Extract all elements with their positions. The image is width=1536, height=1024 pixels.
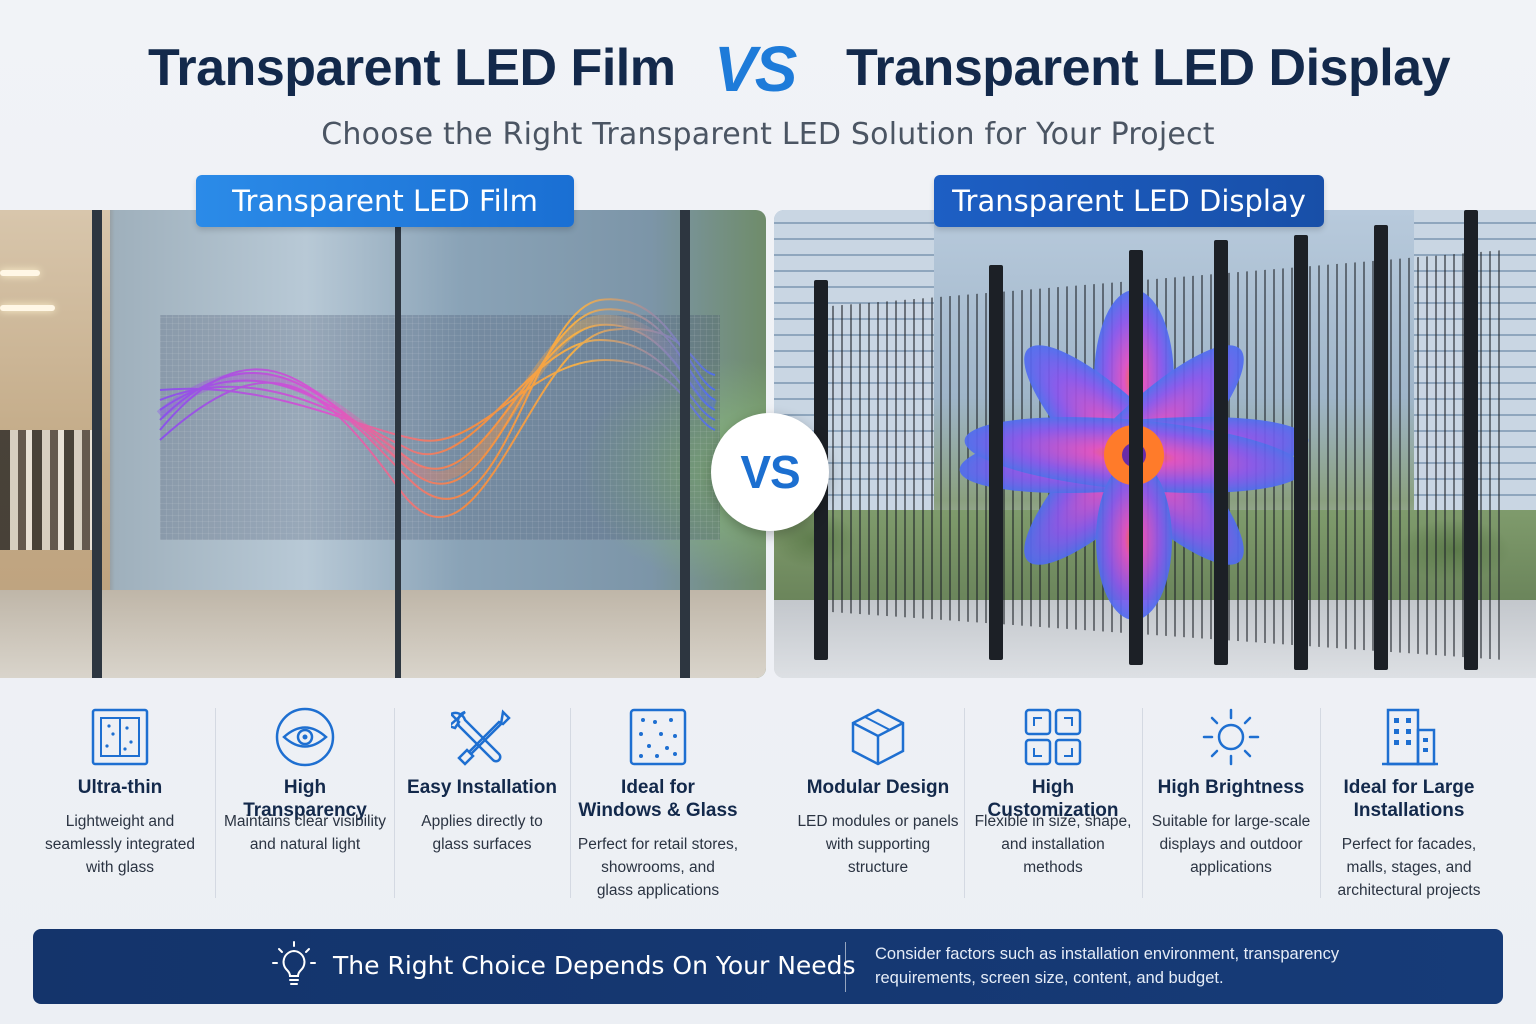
feature-description: Lightweight and seamlessly integrated wi…	[45, 813, 195, 876]
store-light	[0, 305, 55, 311]
lightbulb-icon	[272, 941, 316, 985]
title-row: Transparent LED Film VS Transparent LED …	[0, 33, 1536, 118]
feature-title: High Brightness	[1157, 777, 1305, 798]
support-pillar	[1214, 240, 1228, 665]
features-grid: Ultra-thin Lightweight and seamlessly in…	[30, 700, 1506, 910]
eye-icon	[275, 707, 335, 767]
feature-title: Ideal for Windows & Glass	[578, 777, 738, 821]
feature-divider	[1320, 708, 1321, 898]
feature-modular-design: Modular Design LED modules or panels wit…	[788, 700, 968, 910]
title-vs: VS	[714, 33, 797, 105]
feature-high-transparency: High Transparency Maintains clear visibi…	[220, 700, 390, 910]
feature-easy-installation: Easy Installation Applies directly to gl…	[398, 700, 566, 910]
film-panel-icon	[91, 708, 149, 766]
feature-divider	[964, 708, 965, 898]
support-pillar	[1294, 235, 1308, 670]
feature-description: LED modules or panels with supporting st…	[797, 813, 959, 876]
feature-windows-glass: Ideal for Windows & Glass Perfect for re…	[574, 700, 742, 910]
feature-title: High Transparency	[243, 777, 367, 821]
feature-large-installations: Ideal for Large Installations Perfect fo…	[1324, 700, 1494, 910]
feature-description: Flexible in size, shape, and installatio…	[974, 813, 1132, 876]
film-photo	[0, 210, 766, 678]
store-floor	[0, 590, 766, 678]
film-label: Transparent LED Film	[196, 175, 574, 227]
feature-title: High Customization	[987, 777, 1119, 821]
film-screen-mesh	[160, 315, 720, 540]
feature-divider	[1142, 708, 1143, 898]
feature-description: Perfect for facades, malls, stages, and …	[1337, 836, 1481, 899]
feature-divider	[394, 708, 395, 898]
support-pillar	[1129, 250, 1143, 665]
support-pillar	[989, 265, 1003, 660]
banner-divider	[845, 942, 846, 992]
display-label: Transparent LED Display	[934, 175, 1324, 227]
glass-frame	[92, 210, 102, 678]
glass-frame	[395, 210, 401, 678]
feature-ultra-thin: Ultra-thin Lightweight and seamlessly in…	[30, 700, 210, 910]
feature-high-customization: High Customization Flexible in size, sha…	[968, 700, 1138, 910]
feature-description: Perfect for retail stores, showrooms, an…	[577, 836, 739, 899]
vs-badge: VS	[711, 413, 829, 531]
feature-title: Easy Installation	[407, 777, 557, 798]
page-title-right: Transparent LED Display	[846, 39, 1451, 97]
wrench-screwdriver-icon	[451, 709, 511, 766]
page-subtitle: Choose the Right Transparent LED Solutio…	[321, 117, 1215, 152]
glass-frame	[680, 210, 690, 678]
feature-title: Modular Design	[806, 777, 950, 798]
cube-icon	[851, 708, 905, 766]
feature-divider	[570, 708, 571, 898]
summary-banner: The Right Choice Depends On Your Needs C…	[33, 929, 1503, 1004]
feature-title: Ultra-thin	[77, 777, 163, 798]
wave-graphic	[156, 298, 718, 519]
banner-headline: The Right Choice Depends On Your Needs	[333, 951, 856, 980]
feature-description: Suitable for large-scale displays and ou…	[1151, 813, 1311, 876]
store-light	[0, 270, 40, 276]
support-pillar	[1374, 225, 1388, 670]
support-pillar	[1464, 210, 1478, 670]
display-photo	[774, 210, 1536, 678]
banner-note: Consider factors such as installation en…	[875, 945, 1340, 987]
glass-dots-icon	[629, 708, 687, 766]
feature-divider	[215, 708, 216, 898]
feature-high-brightness: High Brightness Suitable for large-scale…	[1146, 700, 1316, 910]
clothing-rack	[0, 430, 100, 550]
feature-description: Applies directly to glass surfaces	[421, 813, 543, 853]
page-title-left: Transparent LED Film	[148, 39, 676, 97]
grid-squares-icon	[1024, 708, 1082, 766]
feature-description: Maintains clear visibility and natural l…	[224, 813, 386, 853]
sun-icon	[1202, 708, 1260, 766]
building-icon	[1382, 708, 1438, 766]
feature-title: Ideal for Large Installations	[1343, 777, 1475, 821]
